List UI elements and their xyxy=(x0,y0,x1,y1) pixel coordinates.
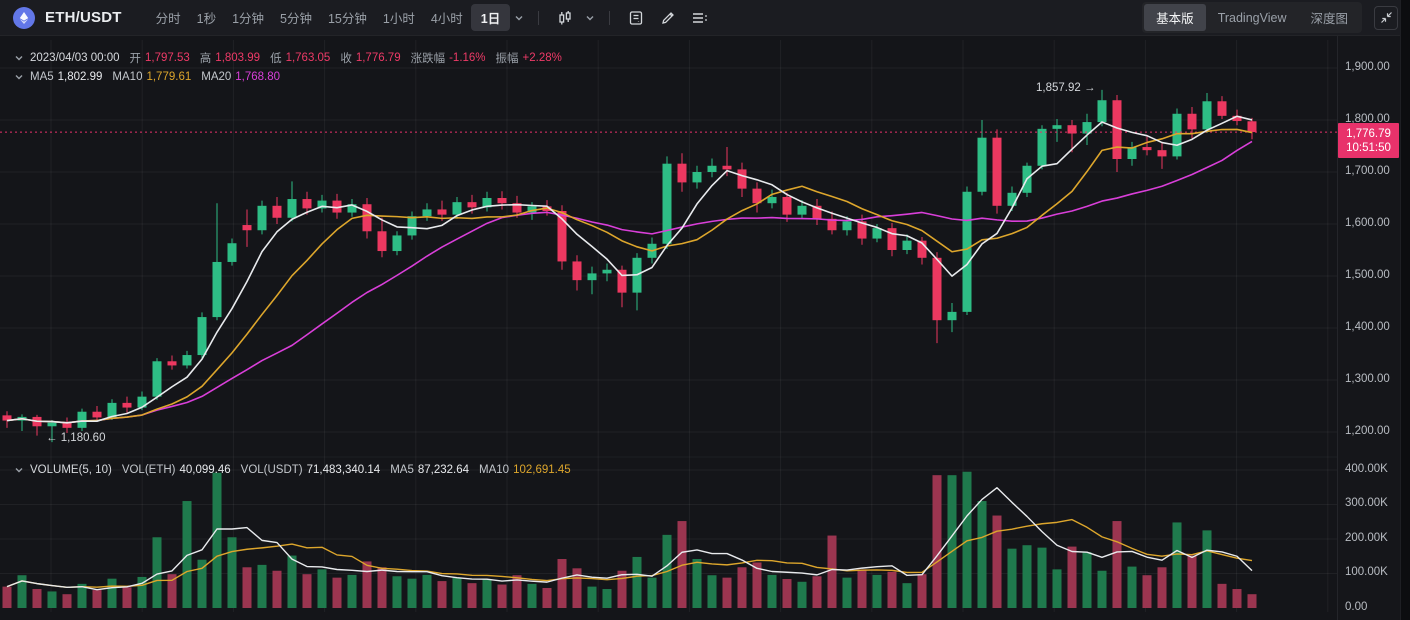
vol-ma10-value: 102,691.45 xyxy=(513,464,571,476)
collapse-expand-icon[interactable] xyxy=(1374,5,1398,30)
arrow-right-icon: → xyxy=(1083,82,1096,94)
ohlc-info-row: 2023/04/03 00:00 开 1,797.53 高 1,803.99 低… xyxy=(14,50,562,66)
vol-usdt-value: 71,483,340.14 xyxy=(306,464,381,476)
ma10-value: 1,779.61 xyxy=(146,71,192,83)
ma-info-row: MA5 1,802.99 MA10 1,779.61 MA20 1,768.80 xyxy=(14,71,280,83)
collapse-chevron-icon[interactable] xyxy=(14,53,24,63)
vol-ma5-value: 87,232.64 xyxy=(417,464,470,476)
chart-plot-area[interactable] xyxy=(0,36,1337,612)
last-price-badge[interactable]: 1,776.79 10:51:50 xyxy=(1338,123,1399,158)
price-tick: 1,300.00 xyxy=(1345,373,1390,385)
candle-style-chevron-down-icon[interactable] xyxy=(585,13,595,23)
vol-eth-label: VOL(ETH) xyxy=(121,464,176,476)
change-label: 涨跌幅 xyxy=(410,53,446,65)
tab-depth-chart[interactable]: 深度图 xyxy=(1310,12,1348,26)
eth-logo-icon xyxy=(13,6,35,29)
high-price-annotation: 1,857.92 → xyxy=(1036,82,1096,94)
open-label: 开 xyxy=(129,53,142,65)
collapse-chevron-icon[interactable] xyxy=(14,465,24,475)
vol-eth-value: 40,099.46 xyxy=(179,464,231,476)
divider xyxy=(538,10,540,25)
candle-date: 2023/04/03 00:00 xyxy=(30,52,120,64)
timeframe-1h[interactable]: 1小时 xyxy=(382,12,415,26)
high-label: 高 xyxy=(199,53,212,65)
vol-usdt-label: VOL(USDT) xyxy=(240,464,303,476)
arrow-left-icon: ← xyxy=(46,432,58,444)
price-tick: 1,800.00 xyxy=(1345,113,1390,125)
amplitude-label: 振幅 xyxy=(495,53,519,65)
timeframe-fenshi[interactable]: 分时 xyxy=(155,12,181,26)
ma5-value: 1,802.99 xyxy=(57,71,103,83)
volume-tick: 100.00K xyxy=(1345,566,1388,578)
collapse-chevron-icon[interactable] xyxy=(14,72,24,82)
low-price-annotation: ← 1,180.60 xyxy=(46,432,106,444)
price-tick: 1,200.00 xyxy=(1345,425,1390,437)
low-value: 1,763.05 xyxy=(285,52,331,64)
volume-tick: 300.00K xyxy=(1345,497,1388,509)
volume-title: VOLUME(5, 10) xyxy=(30,464,112,476)
timeframe-chevron-down-icon[interactable] xyxy=(514,13,524,23)
timeframe-5m[interactable]: 5分钟 xyxy=(280,12,312,26)
timeframe-1m[interactable]: 1分钟 xyxy=(232,12,265,26)
open-value: 1,797.53 xyxy=(145,52,190,64)
vol-ma5-label: MA5 xyxy=(390,464,414,476)
order-panel-icon[interactable] xyxy=(624,6,648,30)
timeframe-1d-active[interactable]: 1日 xyxy=(470,4,511,31)
last-price-time: 10:51:50 xyxy=(1346,141,1391,154)
vol-ma10-label: MA10 xyxy=(479,464,510,476)
tab-tradingview[interactable]: TradingView xyxy=(1217,10,1287,25)
price-tick: 1,600.00 xyxy=(1345,217,1390,229)
divider xyxy=(609,10,611,25)
ma5-label: MA5 xyxy=(30,71,54,83)
timeframe-tabs: 分时 1秒 1分钟 5分钟 15分钟 1小时 4小时 1日 xyxy=(148,4,717,31)
timeframe-4h[interactable]: 4小时 xyxy=(430,12,463,26)
price-tick: 1,400.00 xyxy=(1345,321,1390,333)
change-value: -1.16% xyxy=(449,52,486,64)
amplitude-value: +2.28% xyxy=(522,52,562,64)
chart-header: ETH/USDT 分时 1秒 1分钟 5分钟 15分钟 1小时 4小时 1日 xyxy=(0,0,1410,36)
ma20-value: 1,768.80 xyxy=(235,71,281,83)
ma10-label: MA10 xyxy=(112,71,143,83)
volume-tick: 0.00 xyxy=(1345,601,1368,613)
chart-mode-tabs: 基本版 TradingView 深度图 xyxy=(1142,2,1362,33)
price-tick: 1,500.00 xyxy=(1345,269,1390,281)
header-right-controls: 基本版 TradingView 深度图 xyxy=(1142,2,1398,33)
draw-pencil-icon[interactable] xyxy=(656,6,680,30)
low-label: 低 xyxy=(270,53,282,65)
ma20-label: MA20 xyxy=(201,71,232,83)
indicators-list-icon[interactable] xyxy=(688,6,712,30)
price-tick: 1,700.00 xyxy=(1345,165,1390,177)
volume-tick: 200.00K xyxy=(1345,532,1388,544)
tab-basic-mode[interactable]: 基本版 xyxy=(1144,4,1206,31)
adjacent-panel-edge xyxy=(1400,0,1410,620)
volume-info-row: VOLUME(5, 10) VOL(ETH) 40,099.46 VOL(USD… xyxy=(14,464,571,476)
close-value: 1,776.79 xyxy=(355,52,401,64)
volume-tick: 400.00K xyxy=(1345,463,1388,475)
timeframe-1s[interactable]: 1秒 xyxy=(196,12,217,26)
timeframe-15m[interactable]: 15分钟 xyxy=(327,12,367,26)
symbol-title: ETH/USDT xyxy=(45,9,122,26)
last-price: 1,776.79 xyxy=(1346,127,1391,140)
candle-style-icon[interactable] xyxy=(553,6,577,30)
close-label: 收 xyxy=(340,53,352,65)
price-tick: 1,900.00 xyxy=(1345,61,1390,73)
high-value: 1,803.99 xyxy=(215,52,261,64)
